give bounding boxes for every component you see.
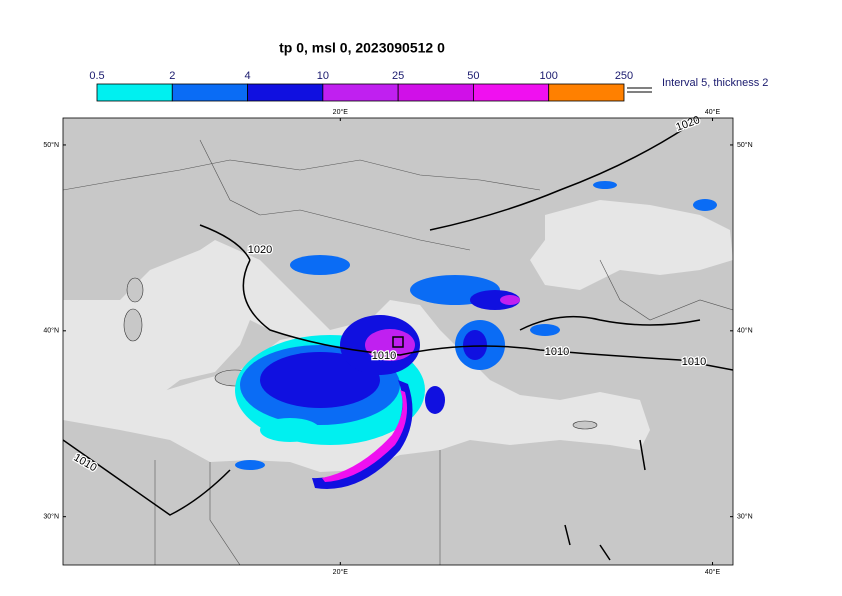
map-frame	[62, 117, 734, 566]
colorbar-label: 10	[317, 70, 329, 82]
isobar-label: 1020	[248, 244, 272, 256]
island	[123, 308, 143, 342]
colorbar-box	[473, 83, 550, 102]
graticule-ticks: 20°E 20°E 40°E 40°E 50°N 50°N 40°N 40°N 30°N 30°N	[43, 108, 752, 576]
lon-label: 20°E	[333, 108, 349, 116]
precipitation	[235, 181, 717, 489]
isobar-label: 1010	[545, 346, 569, 358]
contour-note: Interval 5, thickness 2	[662, 77, 768, 89]
island	[572, 420, 598, 430]
isobars	[63, 118, 733, 561]
lat-label: 40°N	[737, 327, 753, 335]
colorbar-box	[397, 83, 474, 102]
sea	[150, 270, 240, 380]
lat-label: 50°N	[43, 141, 59, 149]
lat-label: 40°N	[43, 327, 59, 335]
colorbar-label: 25	[392, 70, 404, 82]
colorbar: 0.5 2 4 10 25 50 100 250	[89, 70, 633, 102]
colorbar-label: 2	[169, 70, 175, 82]
colorbar-label: 0.5	[89, 70, 104, 82]
map-title: tp 0, msl 0, 2023090512 0	[279, 40, 445, 56]
lat-label: 30°N	[43, 513, 59, 521]
colorbar-box	[171, 83, 248, 102]
colorbar-label: 250	[615, 70, 633, 82]
isobar-label: 1010	[682, 356, 706, 368]
map-area	[63, 118, 733, 565]
borders	[63, 139, 733, 565]
colorbar-box	[548, 83, 625, 102]
lon-label: 40°E	[705, 108, 721, 116]
colorbar-label: 4	[245, 70, 251, 82]
colorbar-box	[247, 83, 324, 102]
sea	[530, 200, 733, 290]
lat-label: 30°N	[737, 513, 753, 521]
lon-label: 40°E	[705, 568, 721, 576]
colorbar-box	[322, 83, 399, 102]
colorbar-box	[96, 83, 173, 102]
island	[126, 277, 144, 303]
lat-label: 50°N	[737, 141, 753, 149]
lon-label: 20°E	[333, 568, 349, 576]
isobar-label: 1010	[372, 350, 396, 362]
colorbar-label: 100	[540, 70, 558, 82]
colorbar-label: 50	[467, 70, 479, 82]
